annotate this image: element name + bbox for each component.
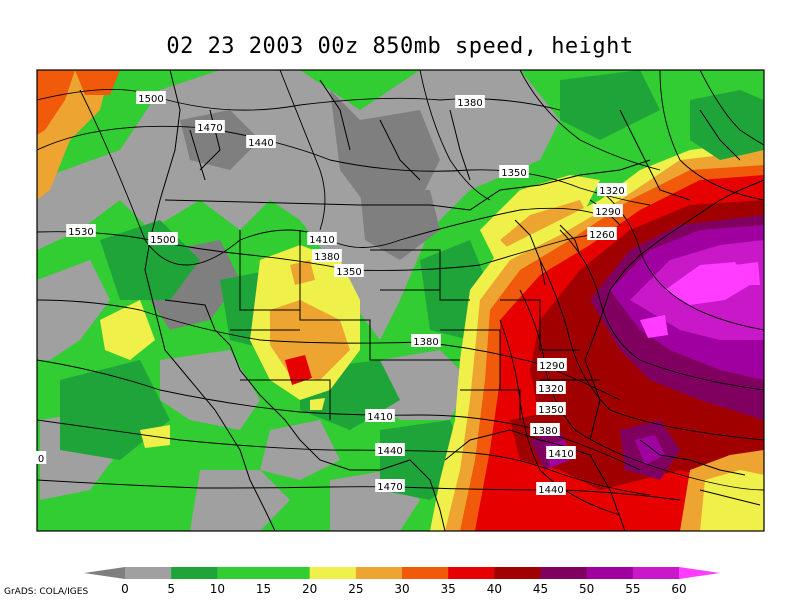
contour-label-text: 1380: [532, 426, 557, 437]
plot-title: 02 23 2003 00z 850mb speed, height: [166, 34, 634, 59]
contour-label: 1290: [593, 204, 623, 218]
contour-label: 1440: [536, 482, 566, 496]
contour-label: 1380: [411, 334, 441, 348]
contour-label: 1350: [334, 264, 364, 278]
contour-labels: 1500 1470 1440 1380 1350 1320 1290 1260 1530 1500…: [35, 91, 627, 496]
contour-label: 1440: [246, 135, 276, 149]
contour-label: 1410: [546, 446, 576, 460]
colorbar: 0 5 10 15 20 25 30 35 40 45 50 55 60: [84, 567, 720, 596]
colorbar-tick-label: 45: [533, 582, 548, 596]
contour-label-text: 1440: [538, 485, 563, 496]
contour-label: 1380: [530, 423, 560, 437]
credit-text: GrADS: COLA/IGES: [4, 587, 89, 597]
contour-label-text: 1440: [377, 446, 402, 457]
contour-label: 0: [35, 451, 47, 465]
contour-label-text: 1380: [314, 252, 339, 263]
contour-label-text: 1530: [68, 227, 93, 238]
colorbar-swatch: [355, 567, 403, 579]
colorbar-tick-label: 50: [579, 582, 594, 596]
contour-label-text: 1500: [138, 94, 163, 105]
colorbar-swatch: [217, 567, 264, 579]
contour-label: 1320: [536, 381, 566, 395]
contour-label: 1380: [455, 95, 485, 109]
contour-label: 1260: [587, 227, 617, 241]
contour-label-text: 1290: [595, 207, 620, 218]
colorbar-tick-label: 35: [441, 582, 456, 596]
colorbar-high-arrow: [679, 567, 720, 579]
contour-label-text: 1350: [501, 168, 526, 179]
contour-label-text: 1320: [599, 186, 624, 197]
contour-label-text: 1410: [367, 412, 392, 423]
colorbar-tick-label: 25: [348, 582, 363, 596]
colorbar-tick-label: 15: [256, 582, 271, 596]
contour-label-text: 1470: [197, 123, 222, 134]
contour-label: 1500: [136, 91, 166, 105]
colorbar-tick-label: 40: [487, 582, 502, 596]
boundaries: [144, 70, 764, 531]
contour-label: 1410: [307, 232, 337, 246]
colorbar-swatch: [540, 567, 588, 579]
contour-label: 1350: [536, 402, 566, 416]
colorbar-tick-label: 0: [121, 582, 129, 596]
contour-label-text: 1470: [377, 482, 402, 493]
colorbar-swatch: [309, 567, 357, 579]
plot-frame: [36, 69, 765, 532]
colorbar-tick-label: 10: [210, 582, 225, 596]
contour-label-text: 1350: [336, 267, 361, 278]
contour-label-text: 1410: [548, 449, 573, 460]
colorbar-tick-label: 55: [625, 582, 640, 596]
speed-field: [37, 70, 764, 531]
contour-label-text: 1290: [539, 361, 564, 372]
colorbar-low-arrow: [84, 567, 125, 579]
contour-label-text: 1260: [589, 230, 614, 241]
colorbar-swatch: [263, 567, 311, 579]
contour-label: 1290: [537, 358, 567, 372]
contour-label: 1350: [499, 165, 529, 179]
contour-label: 1470: [375, 479, 405, 493]
colorbar-tick-label: 30: [394, 582, 409, 596]
contour-label: 1530: [66, 224, 96, 238]
contour-label-text: 1380: [457, 98, 482, 109]
colorbar-tick-label: 20: [302, 582, 317, 596]
colorbar-tick-label: 60: [671, 582, 686, 596]
colorbar-swatch: [448, 567, 495, 579]
contour-label-text: 1500: [150, 235, 175, 246]
contour-label-text: 1320: [538, 384, 563, 395]
contour-label: 1380: [312, 249, 342, 263]
colorbar-swatch: [171, 567, 218, 579]
contour-label-text: 1410: [309, 235, 334, 246]
contour-label: 1500: [148, 232, 178, 246]
contour-label: 1320: [597, 183, 627, 197]
colorbar-swatch: [125, 567, 172, 579]
contour-label-text: 1440: [248, 138, 273, 149]
colorbar-swatch: [402, 567, 449, 579]
colorbar-tick-label: 5: [167, 582, 175, 596]
colorbar-swatch: [586, 567, 634, 579]
contour-label-text: 1380: [413, 337, 438, 348]
contour-label: 1470: [195, 120, 225, 134]
contour-label-text: 0: [38, 454, 44, 465]
contour-label: 1410: [365, 409, 395, 423]
contour-label: 1440: [375, 443, 405, 457]
colorbar-swatch: [632, 567, 680, 579]
colorbar-swatch: [494, 567, 541, 579]
contour-label-text: 1350: [538, 405, 563, 416]
